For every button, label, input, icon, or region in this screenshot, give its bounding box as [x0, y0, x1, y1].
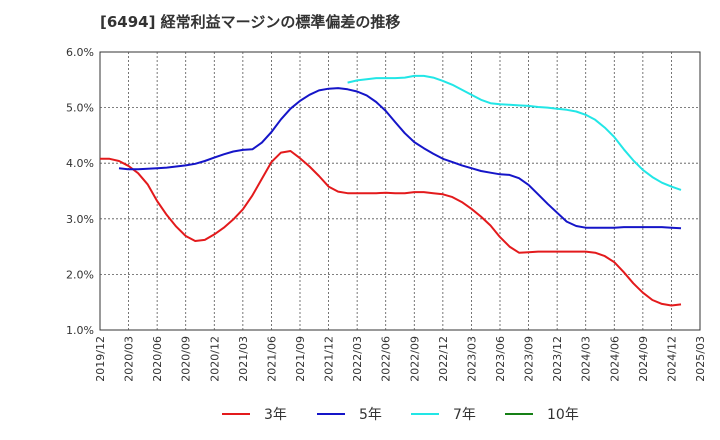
y-tick-label: 5.0%	[66, 102, 94, 115]
y-tick-label: 4.0%	[66, 157, 94, 170]
plot-area	[99, 51, 701, 331]
x-axis-ticks: 2019/12 2020/03 2020/06 2020/09 2020/12 2021/…	[94, 336, 707, 382]
x-tick-label: 2020/09	[180, 336, 193, 382]
x-tick-label: 2024/09	[637, 336, 650, 382]
y-tick-label: 1.0%	[66, 324, 94, 337]
x-tick-label: 2023/06	[494, 336, 507, 382]
y-axis-ticks: 1.0% 2.0% 3.0% 4.0% 5.0% 6.0%	[66, 46, 94, 337]
y-tick-label: 2.0%	[66, 268, 94, 281]
x-tick-label: 2021/06	[265, 336, 278, 382]
legend-label: 10年	[547, 407, 579, 423]
x-tick-label: 2023/09	[523, 336, 536, 382]
x-tick-label: 2024/12	[665, 336, 678, 382]
series-lines	[100, 74, 682, 307]
x-tick-label: 2021/09	[294, 336, 307, 382]
y-tick-label: 3.0%	[66, 213, 94, 226]
series-line	[100, 150, 682, 307]
legend: 3年 5年 7年 10年	[222, 407, 579, 423]
x-tick-label: 2024/06	[608, 336, 621, 382]
legend-label: 3年	[264, 407, 287, 423]
x-tick-label: 2022/06	[380, 336, 393, 382]
plot-frame	[99, 51, 701, 331]
x-tick-label: 2022/09	[408, 336, 421, 382]
x-tick-label: 2023/12	[551, 336, 564, 382]
x-tick-label: 2022/03	[351, 336, 364, 382]
x-tick-label: 2022/12	[437, 336, 450, 382]
y-tick-label: 6.0%	[66, 46, 94, 59]
legend-label: 5年	[359, 407, 382, 423]
x-tick-label: 2024/03	[580, 336, 593, 382]
x-tick-label: 2021/03	[237, 336, 250, 382]
series-line	[118, 87, 682, 230]
x-tick-label: 2020/12	[208, 336, 221, 382]
x-tick-label: 2019/12	[94, 336, 107, 382]
series-line	[347, 74, 682, 191]
x-tick-label: 2021/12	[323, 336, 336, 382]
x-tick-label: 2023/03	[465, 336, 478, 382]
x-tick-label: 2020/06	[151, 336, 164, 382]
x-tick-label: 2020/03	[123, 336, 136, 382]
x-tick-label: 2025/03	[694, 336, 707, 382]
chart-title: [6494] 経常利益マージンの標準偏差の推移	[100, 13, 400, 31]
legend-label: 7年	[453, 407, 476, 423]
